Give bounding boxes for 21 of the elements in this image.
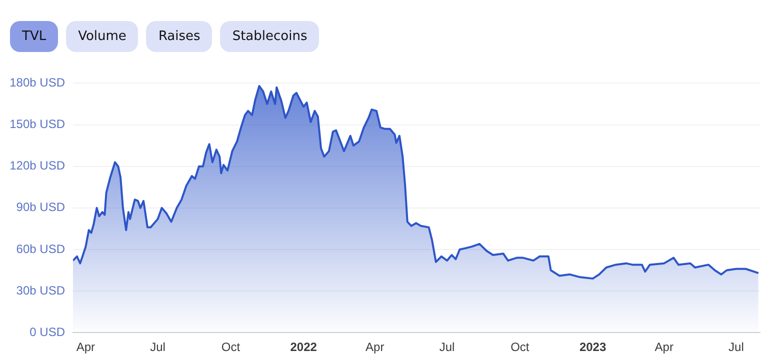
text: Volume	[66, 21, 138, 52]
text: TVL	[10, 21, 58, 52]
x-tick-label: Oct	[510, 340, 530, 354]
text: Raises	[146, 21, 212, 52]
y-tick-label: 180b USD	[10, 76, 66, 90]
y-tick-label: 90b USD	[16, 200, 66, 214]
y-tick-label: 150b USD	[10, 117, 66, 132]
x-tick-label: Oct	[221, 340, 241, 354]
y-tick-label: 0 USD	[30, 324, 66, 339]
x-tick-label: Jul	[728, 340, 744, 354]
x-tick-label: Jul	[150, 340, 166, 354]
text: Stablecoins	[220, 21, 320, 52]
x-tick-label: 2022	[290, 340, 318, 354]
y-tick-label: 30b USD	[16, 283, 66, 298]
x-tick-label: Jul	[439, 340, 455, 354]
y-tick-label: 120b USD	[10, 158, 66, 173]
x-tick-label: Apr	[76, 340, 96, 354]
y-tick-label: 60b USD	[16, 242, 66, 256]
x-tick-label: 2023	[579, 340, 606, 354]
x-tick-label: Apr	[366, 340, 384, 354]
x-tick-label: Apr	[654, 340, 674, 354]
